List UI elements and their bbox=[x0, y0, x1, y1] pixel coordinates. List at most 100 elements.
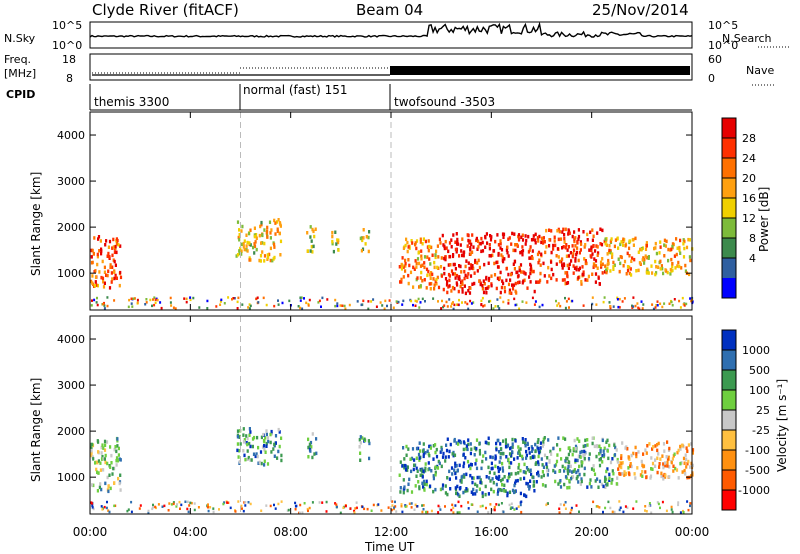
data-cell bbox=[245, 244, 248, 248]
data-cell bbox=[476, 484, 479, 488]
data-cell bbox=[483, 262, 486, 267]
data-cell bbox=[246, 436, 249, 441]
data-cell bbox=[555, 299, 557, 303]
data-cell bbox=[415, 246, 418, 251]
data-cell bbox=[501, 483, 504, 487]
data-cell bbox=[448, 298, 451, 301]
data-cell bbox=[662, 474, 665, 479]
data-cell bbox=[331, 234, 334, 239]
data-cell bbox=[505, 455, 508, 459]
data-cell bbox=[464, 273, 467, 278]
data-cell bbox=[429, 276, 432, 280]
data-cell bbox=[564, 306, 567, 310]
data-cell bbox=[303, 297, 305, 300]
data-cell bbox=[457, 276, 460, 281]
data-cell bbox=[259, 259, 262, 263]
data-cell bbox=[541, 303, 544, 307]
data-cell bbox=[492, 249, 495, 253]
data-cell bbox=[627, 466, 630, 470]
data-cell bbox=[432, 476, 435, 481]
data-cell bbox=[660, 471, 663, 476]
data-cell bbox=[423, 488, 426, 492]
data-cell bbox=[479, 282, 482, 287]
data-cell bbox=[519, 447, 522, 451]
data-cell bbox=[258, 258, 261, 263]
data-cell bbox=[101, 443, 104, 447]
data-cell bbox=[591, 436, 594, 440]
data-cell bbox=[253, 251, 256, 255]
data-cell bbox=[252, 452, 256, 456]
data-cell bbox=[277, 303, 280, 306]
data-cell bbox=[419, 240, 422, 244]
data-cell bbox=[492, 481, 495, 485]
data-cell bbox=[98, 249, 101, 253]
data-cell bbox=[287, 508, 290, 512]
data-cell bbox=[110, 461, 113, 465]
data-cell bbox=[417, 480, 420, 484]
data-cell bbox=[584, 243, 587, 247]
data-cell bbox=[509, 278, 512, 282]
data-cell bbox=[457, 500, 460, 504]
data-cell bbox=[609, 305, 612, 308]
freq-series-2 bbox=[390, 66, 690, 75]
data-cell bbox=[598, 458, 601, 462]
data-cell bbox=[420, 257, 423, 261]
data-cell bbox=[453, 453, 457, 457]
data-cell bbox=[248, 258, 251, 262]
data-cell bbox=[467, 238, 470, 243]
data-cell bbox=[545, 228, 548, 233]
data-cell bbox=[517, 445, 520, 449]
data-cell bbox=[598, 282, 601, 286]
data-cell bbox=[493, 505, 496, 509]
data-cell bbox=[623, 259, 627, 264]
data-cell bbox=[567, 452, 570, 457]
data-cell bbox=[380, 509, 383, 512]
data-cell bbox=[567, 464, 570, 469]
data-cell bbox=[309, 225, 312, 229]
data-cell bbox=[470, 490, 473, 494]
data-cell bbox=[448, 284, 451, 288]
data-cell bbox=[178, 500, 181, 504]
data-cell bbox=[523, 493, 526, 497]
data-cell bbox=[526, 286, 529, 290]
data-cell bbox=[637, 306, 640, 310]
data-cell bbox=[243, 453, 246, 458]
data-cell bbox=[116, 444, 119, 448]
data-cell bbox=[246, 249, 249, 253]
data-cell bbox=[405, 444, 408, 449]
data-cell bbox=[567, 446, 570, 450]
data-cell bbox=[439, 487, 442, 492]
data-cell bbox=[481, 459, 484, 464]
data-cell bbox=[311, 227, 314, 232]
data-cell bbox=[242, 449, 245, 453]
data-cell bbox=[408, 477, 411, 482]
data-cell bbox=[466, 233, 469, 237]
data-cell bbox=[521, 454, 524, 459]
data-cell bbox=[110, 271, 113, 275]
data-cell bbox=[425, 482, 428, 487]
data-cell bbox=[572, 248, 576, 252]
data-cell bbox=[545, 465, 549, 469]
data-cell bbox=[673, 254, 676, 258]
data-cell bbox=[677, 476, 680, 480]
data-cell bbox=[573, 266, 577, 270]
data-cell bbox=[236, 442, 239, 446]
data-cell bbox=[442, 305, 445, 309]
data-cell bbox=[447, 249, 450, 254]
data-cell bbox=[185, 297, 188, 301]
data-cell bbox=[266, 225, 269, 230]
data-cell bbox=[659, 245, 662, 249]
data-cell bbox=[354, 507, 357, 510]
data-cell bbox=[632, 243, 635, 247]
data-cell bbox=[454, 267, 457, 271]
data-cell bbox=[561, 464, 564, 469]
data-cell bbox=[463, 269, 466, 274]
data-cell bbox=[258, 233, 261, 238]
data-cell bbox=[243, 247, 246, 252]
data-cell bbox=[477, 239, 480, 243]
data-cell bbox=[154, 298, 157, 301]
data-cell bbox=[130, 500, 133, 504]
data-cell bbox=[632, 507, 635, 510]
